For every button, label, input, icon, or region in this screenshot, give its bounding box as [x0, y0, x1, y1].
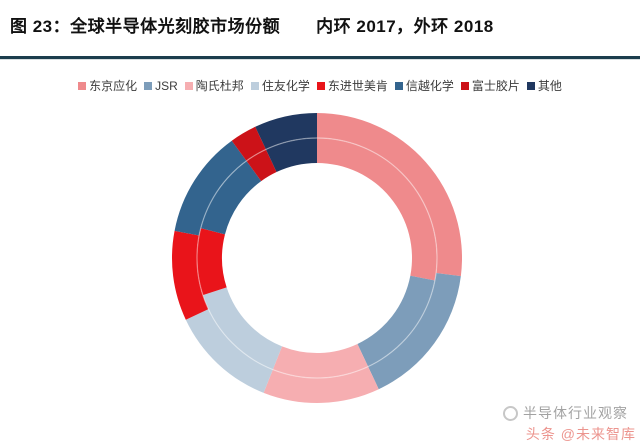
legend-item: 富士胶片: [460, 77, 520, 94]
watermark-source-text: 头条 @未来智库: [525, 426, 636, 442]
watermark-source: 头条 @未来智库: [526, 424, 636, 444]
figure-title-note: 内环 2017，外环 2018: [316, 17, 494, 36]
legend-item: 住友化学: [250, 77, 310, 94]
legend-item: 东京应化: [78, 77, 137, 94]
donut-segment-2017-东京应化: [317, 138, 437, 281]
donut-segment-2017-富士胶片: [246, 149, 277, 182]
legend-swatch-icon: [250, 81, 259, 90]
donut-segment-2017-其他: [265, 138, 317, 173]
donut-segment-2017-东进世美肯: [196, 228, 227, 296]
legend-swatch-icon: [184, 81, 193, 90]
donut-segment-2018-信越化学: [174, 140, 247, 236]
donut-segment-2018-东进世美肯: [172, 230, 209, 320]
legend-swatch-icon: [316, 81, 325, 90]
legend-swatch-icon: [78, 81, 87, 90]
figure-title-main: 图 23：全球半导体光刻胶市场份额: [10, 17, 281, 36]
donut-segment-2018-住友化学: [185, 309, 273, 393]
legend-label: 其他: [537, 79, 562, 93]
legend-label: 信越化学: [405, 79, 454, 93]
legend-label: 住友化学: [261, 79, 310, 93]
legend-swatch-icon: [460, 81, 469, 90]
donut-segment-2018-富士胶片: [231, 126, 266, 161]
watermark-brand: 半导体行业观察: [503, 403, 628, 423]
legend-swatch-icon: [394, 81, 403, 90]
legend-label: 东进世美肯: [327, 79, 388, 93]
legend-item: 东进世美肯: [316, 77, 388, 94]
donut-segment-2017-JSR: [357, 275, 435, 367]
legend-label: 东京应化: [89, 79, 138, 93]
watermark-brand-text: 半导体行业观察: [523, 405, 628, 421]
ring-divider: [196, 137, 438, 379]
title-divider: [0, 56, 640, 60]
donut-segment-2018-东京应化: [317, 113, 463, 277]
donut-segment-2017-住友化学: [202, 287, 283, 370]
legend-item: 信越化学: [394, 77, 454, 94]
legend-item: 陶氏杜邦: [184, 77, 244, 94]
figure-title: 图 23：全球半导体光刻胶市场份额 内环 2017，外环 2018: [10, 12, 630, 37]
legend-label: 富士胶片: [471, 79, 520, 93]
chart-legend: 东京应化 JSR 陶氏杜邦 住友化学 东进世美肯 信越化学 富士胶片 其他: [0, 77, 640, 94]
watermark-logo-icon: [503, 405, 518, 421]
legend-label: 陶氏杜邦: [195, 79, 244, 93]
legend-swatch-icon: [526, 81, 535, 90]
legend-label: JSR: [155, 78, 178, 93]
legend-swatch-icon: [144, 81, 153, 90]
donut-segment-2018-JSR: [368, 273, 461, 390]
donut-segment-2018-陶氏杜邦: [263, 366, 379, 404]
donut-segment-2017-陶氏杜邦: [272, 343, 369, 378]
donut-segment-2017-信越化学: [200, 160, 262, 235]
donut-segment-2018-其他: [255, 113, 317, 150]
legend-item: 其他: [526, 77, 562, 94]
legend-item: JSR: [144, 79, 178, 93]
